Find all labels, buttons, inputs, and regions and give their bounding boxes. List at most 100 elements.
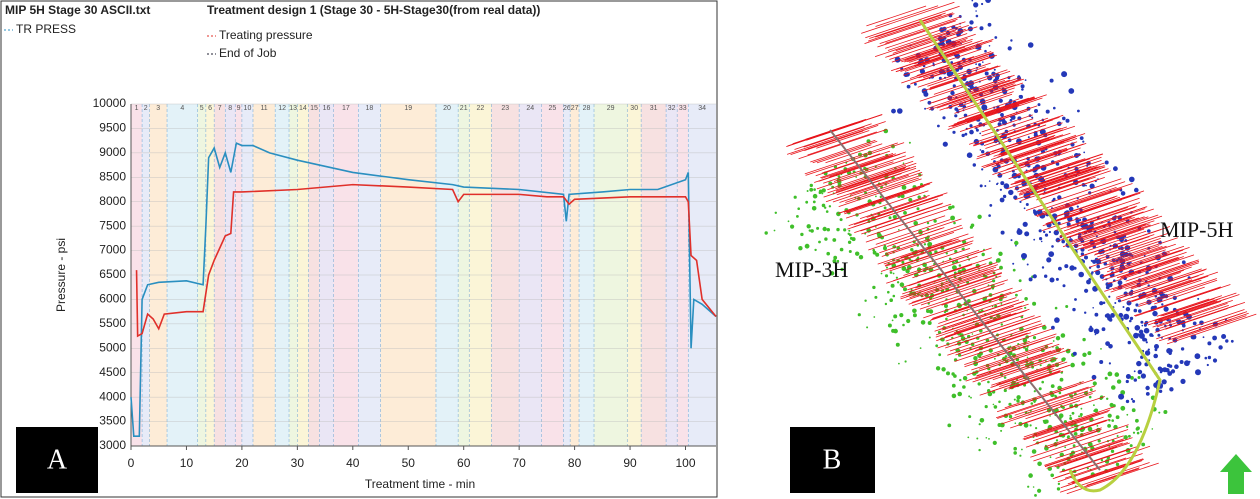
event-dot: [1137, 376, 1141, 379]
fracture-line: [914, 46, 966, 65]
event-dot: [950, 71, 954, 76]
event-dot: [832, 238, 837, 242]
event-dot: [935, 344, 939, 348]
stage-label: 14: [299, 105, 307, 112]
event-dot: [958, 264, 962, 267]
event-dot: [864, 299, 867, 302]
event-dot: [1027, 485, 1030, 488]
event-dot: [1108, 295, 1111, 298]
fracture-line: [1059, 462, 1150, 493]
y-tick-label: 8000: [99, 194, 126, 208]
fracture-line: [899, 38, 968, 62]
fracture-line: [1115, 252, 1170, 271]
event-dot: [988, 214, 991, 217]
fracture-line: [979, 364, 1071, 396]
event-dot: [971, 0, 974, 2]
event-dot: [947, 423, 952, 428]
fracture-line: [816, 130, 870, 149]
event-dot: [935, 366, 941, 371]
event-dot: [976, 437, 979, 440]
event-dot: [1049, 415, 1051, 417]
fracture-line: [947, 80, 1006, 100]
fracture-line: [825, 143, 883, 164]
stage-label: 7: [218, 105, 222, 112]
event-dot: [954, 114, 958, 118]
event-dot: [1058, 266, 1062, 271]
event-dot: [916, 207, 920, 211]
event-dot: [1000, 181, 1005, 186]
x-tick-label: 40: [346, 456, 360, 470]
event-dot: [1136, 426, 1140, 431]
event-dot: [836, 211, 841, 217]
event-dot: [926, 309, 930, 313]
event-dot: [1166, 363, 1171, 368]
event-dot: [811, 206, 817, 211]
fracture-line: [885, 227, 964, 254]
well-label: MIP-3H: [775, 257, 848, 282]
event-dot: [903, 287, 907, 292]
fracture-line: [807, 131, 877, 156]
fracture-line: [1042, 176, 1096, 196]
series-line: [130, 141, 717, 438]
event-dot: [1023, 422, 1029, 428]
fracture-line: [997, 137, 1056, 158]
event-dot: [1024, 306, 1027, 309]
event-dot: [898, 362, 900, 365]
fracture-line: [906, 269, 988, 298]
event-dot: [1120, 405, 1126, 411]
event-dot: [1133, 378, 1138, 382]
fracture-line: [921, 271, 996, 298]
fracture-line: [992, 357, 1058, 381]
event-dot: [1093, 409, 1096, 412]
event-dot: [954, 249, 958, 254]
fracture-line: [866, 208, 949, 237]
event-dot: [1080, 407, 1083, 410]
event-dot: [821, 188, 826, 193]
event-dot: [1050, 473, 1054, 478]
event-dot: [1168, 348, 1173, 353]
event-dot: [1075, 219, 1080, 224]
fracture-line: [1138, 279, 1218, 307]
fracture-line: [815, 150, 891, 177]
event-dot: [1129, 316, 1134, 321]
event-dot: [1082, 352, 1087, 357]
fracture-line: [1076, 224, 1151, 250]
stage-label: 15: [310, 105, 318, 112]
event-dot: [912, 313, 917, 318]
fracture-line: [1081, 222, 1160, 250]
fracture-line: [860, 203, 942, 232]
fracture-line: [953, 96, 1035, 125]
stage-label: 33: [679, 105, 687, 112]
event-dot: [894, 56, 901, 63]
event-dot: [1069, 414, 1072, 417]
stage-label: 26: [563, 105, 571, 112]
fracture-line: [1003, 370, 1061, 390]
stage-label: 30: [630, 105, 638, 112]
event-dot: [1207, 341, 1212, 346]
event-dot: [892, 272, 895, 275]
event-dot: [982, 61, 984, 63]
x-tick-label: 80: [568, 456, 582, 470]
stage-label: 32: [668, 105, 676, 112]
event-dot: [988, 438, 990, 440]
event-dot: [1019, 200, 1022, 203]
fracture-line: [866, 197, 927, 218]
event-dot: [855, 251, 860, 256]
event-dot: [1088, 278, 1092, 281]
event-dot: [1114, 372, 1120, 377]
event-dot: [1021, 88, 1024, 91]
event-dot: [1137, 369, 1143, 375]
event-dot: [875, 226, 877, 228]
event-dot: [1169, 387, 1174, 392]
event-dot: [1042, 325, 1047, 330]
fracture-line: [972, 348, 1071, 383]
fracture-line: [1133, 286, 1221, 317]
event-dot: [1033, 400, 1036, 403]
event-dot: [891, 328, 896, 333]
fracture-line: [859, 195, 930, 219]
event-dot: [1086, 279, 1091, 285]
fracture-line: [1082, 223, 1147, 246]
stage-label: 24: [526, 105, 534, 112]
fracture-line: [933, 69, 1008, 95]
